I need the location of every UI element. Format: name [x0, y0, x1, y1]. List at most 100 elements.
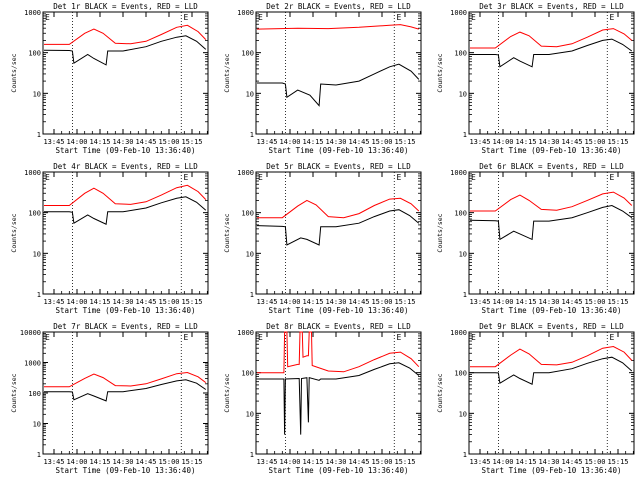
x-tick-label: 14:15	[302, 458, 323, 466]
x-axis-label: Start Time (09-Feb-10 13:36:40)	[56, 306, 196, 315]
x-tick-label: 14:15	[302, 138, 323, 146]
x-tick-label: 14:30	[538, 458, 559, 466]
x-tick-label: 15:00	[584, 298, 605, 306]
series-events	[256, 209, 420, 246]
x-tick-label: 13:45	[469, 458, 490, 466]
x-tick-label: 14:15	[89, 138, 110, 146]
eclipse-marker: E	[609, 13, 614, 22]
y-tick-label: 10	[33, 250, 41, 258]
y-tick-label: 1000	[24, 169, 41, 177]
y-tick-label: 10	[459, 250, 467, 258]
x-tick-label: 15:00	[158, 298, 179, 306]
x-tick-label: 14:45	[348, 298, 369, 306]
y-tick-label: 1000	[24, 9, 41, 17]
panel-det-6: Det 6r BLACK = Events, RED = LLD Counts/s…	[436, 162, 635, 315]
x-axis-label: Start Time (09-Feb-10 13:36:40)	[482, 466, 622, 475]
x-axis-label: Start Time (09-Feb-10 13:36:40)	[269, 306, 409, 315]
eclipse-marker-left: E	[258, 333, 263, 342]
x-tick-label: 14:30	[325, 138, 346, 146]
x-tick-label: 14:15	[89, 298, 110, 306]
series-events	[44, 196, 207, 225]
series-events	[257, 362, 420, 435]
y-tick-label: 1	[463, 131, 467, 139]
y-tick-label: 10	[246, 410, 254, 418]
panel-det-7: Det 7r BLACK = Events, RED = LLD Counts/s…	[10, 322, 209, 475]
x-tick-label: 14:30	[112, 298, 133, 306]
series-lld	[44, 371, 207, 388]
x-tick-label: 14:45	[135, 298, 156, 306]
x-tick-label: 14:00	[279, 458, 300, 466]
x-tick-label: 14:00	[66, 138, 87, 146]
panel-title: Det 9r BLACK = Events, RED = LLD	[479, 322, 624, 331]
x-tick-label: 14:15	[89, 458, 110, 466]
series-lld	[470, 345, 633, 368]
series-lld	[44, 24, 207, 45]
series-events	[43, 35, 207, 66]
x-tick-label: 15:00	[371, 298, 392, 306]
panel-title: Det 4r BLACK = Events, RED = LLD	[53, 162, 198, 171]
plot-frame	[42, 171, 209, 295]
x-axis-label: Start Time (09-Feb-10 13:36:40)	[56, 466, 196, 475]
x-tick-label: 14:15	[515, 298, 536, 306]
series-lld	[44, 184, 207, 206]
series-events	[257, 63, 420, 107]
y-tick-label: 100	[454, 210, 467, 218]
x-tick-label: 14:30	[325, 298, 346, 306]
eclipse-marker-left: E	[471, 333, 476, 342]
x-tick-label: 13:45	[43, 298, 64, 306]
panel-title: Det 7r BLACK = Events, RED = LLD	[53, 322, 198, 331]
series-events	[44, 379, 207, 402]
x-tick-label: 14:30	[538, 298, 559, 306]
x-tick-label: 13:45	[43, 138, 64, 146]
y-tick-label: 1	[37, 291, 41, 299]
x-axis-label: Start Time (09-Feb-10 13:36:40)	[56, 146, 196, 155]
x-axis-label: Start Time (09-Feb-10 13:36:40)	[482, 306, 622, 315]
x-tick-label: 14:15	[515, 458, 536, 466]
y-tick-label: 100	[28, 50, 41, 58]
y-tick-label: 10	[246, 250, 254, 258]
x-tick-label: 14:30	[112, 138, 133, 146]
panel-det-5: Det 5r BLACK = Events, RED = LLD Counts/s…	[223, 162, 422, 315]
plot-frame	[255, 11, 422, 135]
eclipse-marker: E	[396, 333, 401, 342]
y-tick-label: 1000	[450, 169, 467, 177]
x-axis-label: Start Time (09-Feb-10 13:36:40)	[269, 146, 409, 155]
x-tick-label: 13:45	[256, 138, 277, 146]
panel-det-1: Det 1r BLACK = Events, RED = LLD Counts/s…	[10, 2, 209, 155]
y-tick-label: 1	[37, 451, 41, 459]
x-tick-label: 13:45	[469, 138, 490, 146]
eclipse-marker-left: E	[45, 13, 50, 22]
x-tick-label: 13:45	[256, 298, 277, 306]
y-axis-label: Counts/sec	[436, 53, 444, 92]
x-tick-label: 15:00	[371, 138, 392, 146]
x-tick-label: 15:15	[181, 298, 202, 306]
x-tick-label: 15:00	[371, 458, 392, 466]
eclipse-marker-left: E	[45, 173, 50, 182]
eclipse-marker-left: E	[471, 173, 476, 182]
y-tick-label: 1	[463, 451, 467, 459]
y-tick-label: 1000	[450, 329, 467, 337]
y-tick-label: 100	[241, 50, 254, 58]
x-tick-label: 13:45	[43, 458, 64, 466]
panel-title: Det 2r BLACK = Events, RED = LLD	[266, 2, 411, 11]
plot-frame	[255, 331, 422, 455]
y-tick-label: 1000	[450, 9, 467, 17]
x-tick-label: 14:00	[279, 138, 300, 146]
x-tick-label: 14:45	[348, 458, 369, 466]
x-tick-label: 14:00	[492, 138, 513, 146]
eclipse-marker: E	[396, 13, 401, 22]
x-tick-label: 14:00	[492, 298, 513, 306]
y-tick-label: 10	[459, 410, 467, 418]
y-axis-label: Counts/sec	[223, 213, 231, 252]
y-tick-label: 1	[250, 131, 254, 139]
x-axis-label: Start Time (09-Feb-10 13:36:40)	[269, 466, 409, 475]
panel-title: Det 3r BLACK = Events, RED = LLD	[479, 2, 624, 11]
x-tick-label: 15:15	[607, 458, 628, 466]
series-events	[469, 204, 633, 241]
y-tick-label: 1	[250, 291, 254, 299]
y-tick-label: 10	[33, 90, 41, 98]
eclipse-marker: E	[183, 333, 188, 342]
y-tick-label: 1000	[237, 329, 254, 337]
x-tick-label: 14:15	[302, 298, 323, 306]
series-events	[470, 356, 633, 385]
